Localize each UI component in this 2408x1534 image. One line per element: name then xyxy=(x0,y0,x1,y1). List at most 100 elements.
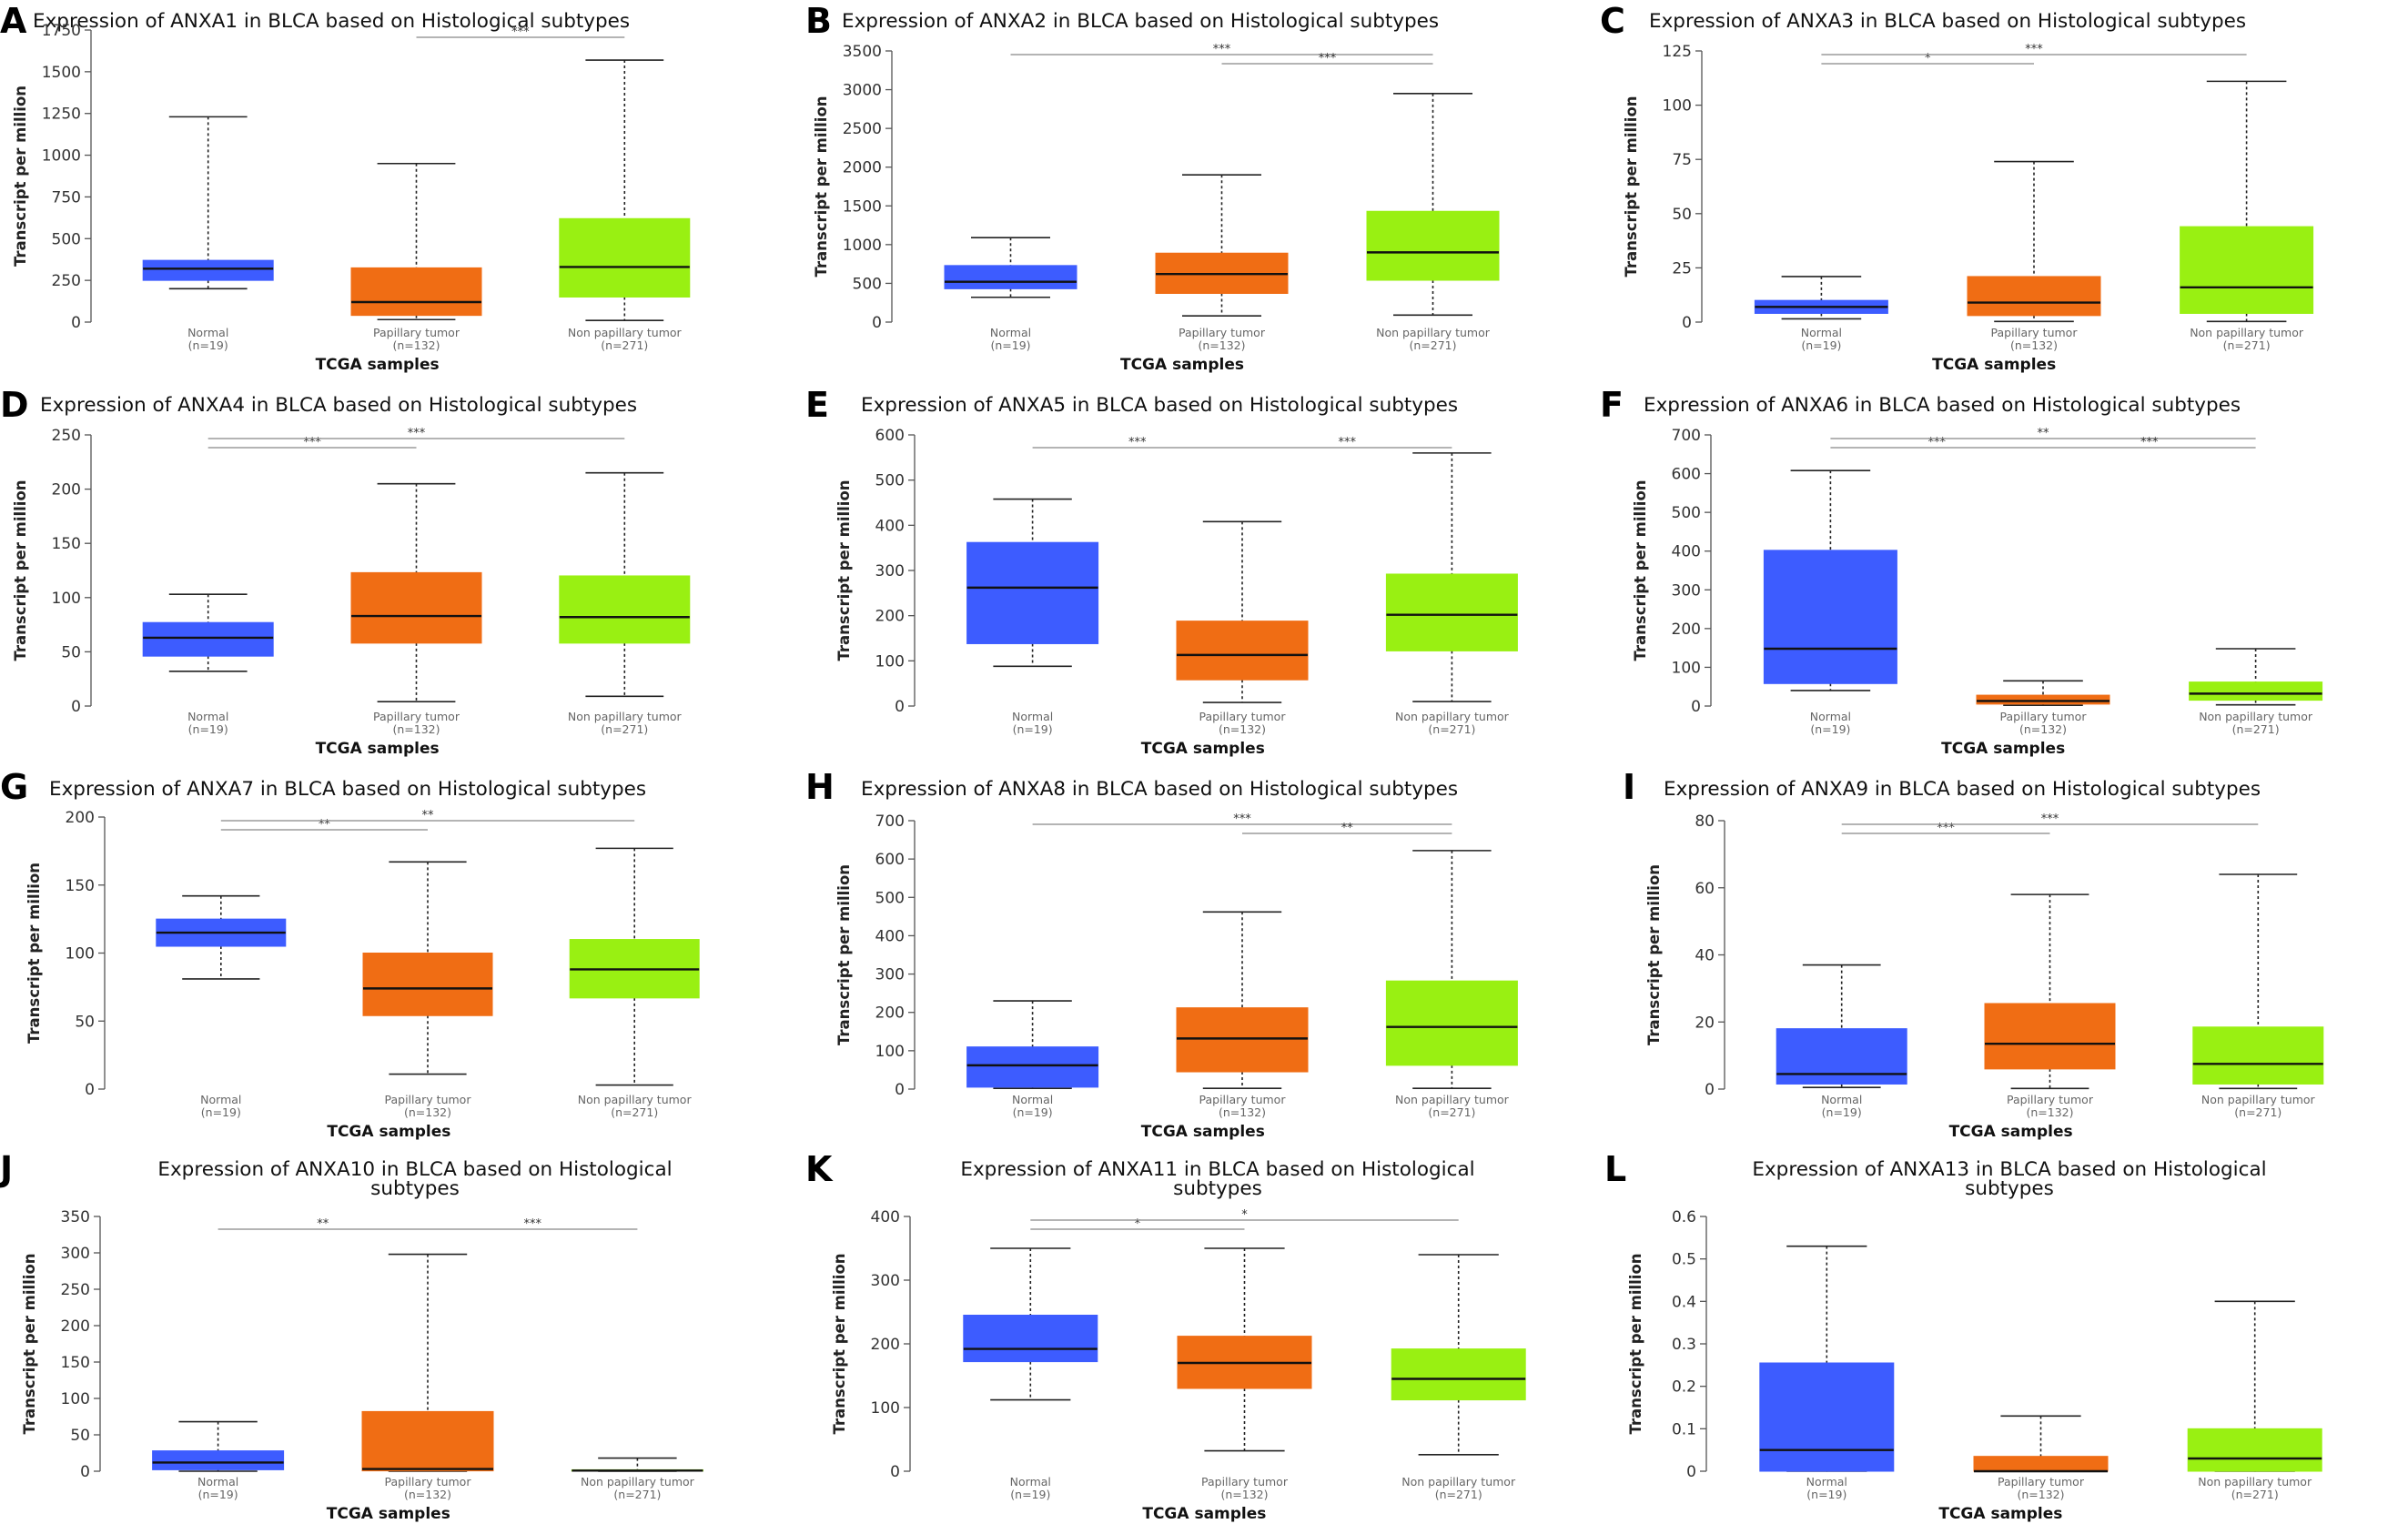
y-tick-label: 300 xyxy=(875,562,905,580)
panel-d: D Expression of ANXA4 in BLCA based on Hi… xyxy=(0,385,691,758)
panel-l: L Expression of ANXA13 in BLCA based on H… xyxy=(1604,1149,2322,1523)
significance-label: ** xyxy=(319,818,331,832)
x-sample-count: (n=271) xyxy=(1435,1488,1482,1501)
y-tick-label: 100 xyxy=(875,652,905,671)
x-category-label: Papillary tumor xyxy=(373,710,460,723)
y-tick-label: 0 xyxy=(872,314,882,332)
significance-label: *** xyxy=(1927,436,1946,449)
y-tick-label: 300 xyxy=(1672,581,1701,600)
significance-label: *** xyxy=(1213,43,1231,56)
y-tick-label: 3500 xyxy=(843,43,882,61)
y-tick-label: 100 xyxy=(61,1390,90,1408)
y-tick-label: 50 xyxy=(75,1013,95,1031)
panel-title: Expression of ANXA4 in BLCA based on His… xyxy=(40,394,637,417)
x-sample-count: (n=132) xyxy=(404,1105,451,1119)
x-axis-title: TCGA samples xyxy=(316,740,440,758)
box-papillary xyxy=(350,571,482,644)
x-sample-count: (n=19) xyxy=(1013,722,1053,736)
x-sample-count: (n=271) xyxy=(2232,722,2280,736)
x-sample-count: (n=271) xyxy=(2223,338,2271,352)
x-category-label: Non papillary tumor xyxy=(2190,326,2304,339)
significance-label: ** xyxy=(2038,427,2050,440)
y-axis-label: Transcript per million xyxy=(835,479,853,661)
panel-letter: B xyxy=(805,1,832,41)
box-non_papillary xyxy=(1385,573,1518,651)
significance-label: *** xyxy=(2025,43,2043,56)
x-category-label: Non papillary tumor xyxy=(2198,1475,2312,1489)
panel-letter: E xyxy=(805,385,829,425)
panel-letter: I xyxy=(1623,767,1635,807)
y-tick-label: 1750 xyxy=(42,22,81,40)
box-non_papillary xyxy=(2192,1026,2324,1085)
y-tick-label: 200 xyxy=(52,481,81,500)
x-axis-title: TCGA samples xyxy=(1932,356,2056,374)
y-tick-label: 150 xyxy=(66,877,95,895)
x-sample-count: (n=132) xyxy=(2019,722,2067,736)
box-non_papillary xyxy=(1385,980,1518,1066)
x-sample-count: (n=19) xyxy=(990,338,1030,352)
x-sample-count: (n=132) xyxy=(1198,338,1245,352)
y-tick-label: 250 xyxy=(52,272,81,290)
y-tick-label: 0 xyxy=(1705,1081,1715,1099)
x-category-label: Non papillary tumor xyxy=(568,710,683,723)
box-papillary xyxy=(361,1410,494,1472)
y-tick-label: 0.2 xyxy=(1672,1378,1696,1397)
x-sample-count: (n=19) xyxy=(188,722,228,736)
y-tick-label: 50 xyxy=(61,643,81,661)
y-tick-label: 400 xyxy=(875,927,905,945)
x-sample-count: (n=19) xyxy=(1822,1105,1862,1119)
y-tick-label: 0 xyxy=(895,1081,905,1099)
panel-letter: L xyxy=(1604,1149,1626,1189)
x-axis-title: TCGA samples xyxy=(1120,356,1244,374)
panel-i: I Expression of ANXA9 in BLCA based on Hi… xyxy=(1623,767,2324,1141)
y-tick-label: 80 xyxy=(1695,812,1715,831)
x-sample-count: (n=132) xyxy=(2010,338,2058,352)
y-axis-label: Transcript per million xyxy=(1645,864,1663,1045)
x-axis-title: TCGA samples xyxy=(1141,740,1265,758)
x-category-label: Non papillary tumor xyxy=(578,1093,693,1106)
x-sample-count: (n=132) xyxy=(392,338,440,352)
panel-b: B Expression of ANXA2 in BLCA based on Hi… xyxy=(805,1,1500,374)
box-normal xyxy=(1759,1362,1895,1472)
panel-title: Expression of ANXA1 in BLCA based on His… xyxy=(33,10,630,33)
y-tick-label: 400 xyxy=(871,1208,900,1226)
panel-letter: A xyxy=(0,1,27,41)
box-papillary xyxy=(362,953,493,1016)
y-tick-label: 50 xyxy=(70,1427,90,1445)
y-axis-label: Transcript per million xyxy=(1627,1253,1644,1434)
x-category-label: Papillary tumor xyxy=(1991,326,2079,339)
panel-letter: J xyxy=(0,1149,13,1189)
y-tick-label: 200 xyxy=(66,809,95,827)
x-category-label: Non papillary tumor xyxy=(1395,1093,1510,1106)
panel-title: Expression of ANXA6 in BLCA based on His… xyxy=(1644,394,2241,417)
x-category-label: Papillary tumor xyxy=(385,1093,472,1106)
x-category-label: Normal xyxy=(990,326,1031,339)
x-category-label: Normal xyxy=(1012,1093,1053,1106)
x-sample-count: (n=271) xyxy=(1428,722,1475,736)
panel-letter: C xyxy=(1600,1,1625,41)
significance-label: * xyxy=(1135,1217,1141,1231)
x-sample-count: (n=19) xyxy=(1810,722,1850,736)
y-tick-label: 250 xyxy=(61,1281,90,1299)
box-normal xyxy=(142,621,274,657)
y-tick-label: 600 xyxy=(875,851,905,869)
y-tick-label: 350 xyxy=(61,1208,90,1226)
x-sample-count: (n=132) xyxy=(2017,1488,2064,1501)
y-tick-label: 0 xyxy=(1691,698,1701,716)
x-category-label: Normal xyxy=(1012,710,1053,723)
x-axis-title: TCGA samples xyxy=(1949,1123,2073,1141)
x-sample-count: (n=271) xyxy=(1409,338,1456,352)
panel-g: G Expression of ANXA7 in BLCA based on Hi… xyxy=(0,767,700,1141)
x-sample-count: (n=19) xyxy=(198,1488,238,1501)
x-category-label: Non papillary tumor xyxy=(1376,326,1491,339)
y-tick-label: 100 xyxy=(52,590,81,608)
box-non_papillary xyxy=(559,217,691,298)
box-papillary xyxy=(1976,694,2110,705)
y-tick-label: 100 xyxy=(66,945,95,964)
x-axis-title: TCGA samples xyxy=(1141,1123,1265,1141)
box-non_papillary xyxy=(2180,226,2314,314)
significance-label: ** xyxy=(422,809,435,823)
y-axis-label: Transcript per million xyxy=(835,864,853,1045)
y-tick-label: 750 xyxy=(52,188,81,207)
